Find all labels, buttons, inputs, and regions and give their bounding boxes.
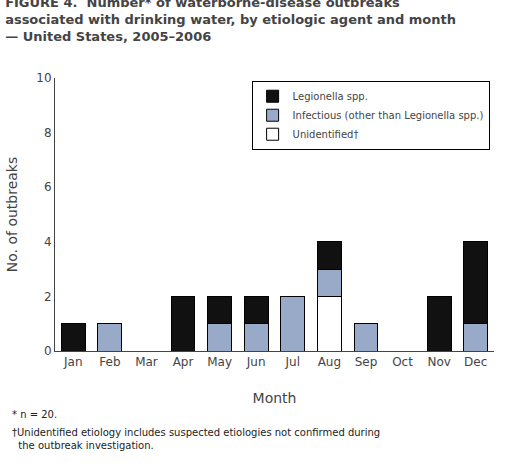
svg-text:Oct: Oct	[392, 355, 413, 369]
svg-text:†Unidentified etiology include: †Unidentified etiology includes suspecte…	[12, 427, 380, 451]
svg-text:Month: Month	[253, 390, 297, 406]
svg-text:Jan: Jan	[63, 355, 83, 369]
svg-text:8: 8	[44, 126, 52, 140]
svg-text:Feb: Feb	[99, 355, 120, 369]
svg-text:Jun: Jun	[246, 355, 266, 369]
svg-text:FIGURE 4. Number* of waterbor: FIGURE 4. Number* of waterborne-disease …	[5, 0, 456, 44]
svg-text:4: 4	[44, 235, 52, 249]
svg-text:Dec: Dec	[464, 355, 487, 369]
svg-text:* n = 20.: * n = 20.	[12, 409, 57, 420]
svg-text:No. of outbreaks: No. of outbreaks	[4, 157, 20, 273]
svg-text:Unidentified†: Unidentified†	[293, 129, 359, 140]
svg-text:0: 0	[44, 344, 52, 358]
svg-text:Aug: Aug	[318, 355, 341, 369]
svg-text:Mar: Mar	[135, 355, 158, 369]
svg-text:Legionella spp.: Legionella spp.	[293, 91, 368, 102]
svg-text:Jul: Jul	[285, 355, 300, 369]
svg-text:May: May	[207, 355, 232, 369]
svg-text:Nov: Nov	[427, 355, 450, 369]
svg-text:10: 10	[36, 71, 51, 85]
svg-text:2: 2	[44, 290, 52, 304]
svg-text:6: 6	[44, 180, 52, 194]
svg-text:Apr: Apr	[173, 355, 194, 369]
svg-text:Sep: Sep	[355, 355, 378, 369]
svg-text:Infectious (other than Legione: Infectious (other than Legionella spp.)	[293, 110, 484, 121]
